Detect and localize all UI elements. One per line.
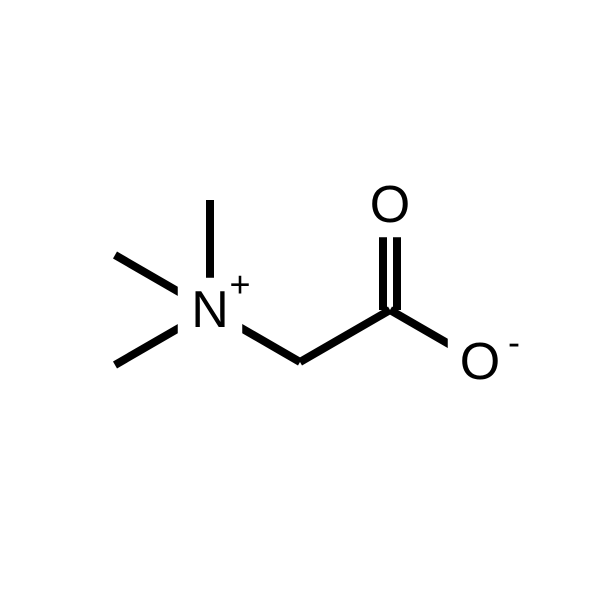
atom-label-O_dbl: O (370, 176, 410, 234)
molecule-diagram: N+OO- (0, 0, 600, 600)
charge-O_neg: - (508, 322, 520, 363)
atom-label-O_neg: O (460, 333, 500, 391)
charge-N: + (229, 264, 250, 305)
atom-label-N: N (191, 281, 229, 339)
